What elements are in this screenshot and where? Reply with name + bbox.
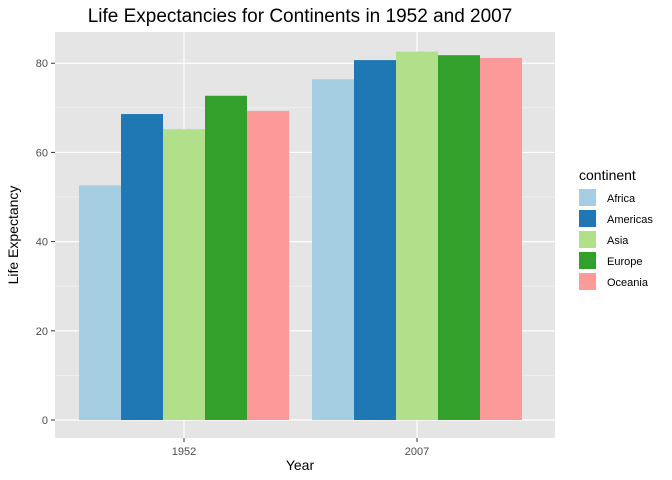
bars-group — [79, 51, 522, 421]
bar-oceania-1952 — [247, 110, 289, 420]
bar-africa-1952 — [79, 185, 121, 420]
y-tick-label: 60 — [36, 147, 48, 159]
y-axis: 0 20 40 60 80 — [36, 58, 55, 427]
legend-key-americas — [579, 210, 596, 227]
bar-americas-1952 — [121, 114, 163, 421]
bar-asia-2007 — [396, 51, 438, 421]
bar-americas-2007 — [354, 60, 396, 420]
y-axis-title: Life Expectancy — [5, 186, 21, 285]
legend-key-europe — [579, 252, 596, 269]
x-tick-label: 2007 — [405, 446, 429, 458]
legend-key-africa — [579, 189, 596, 206]
legend-items: Africa Americas Asia Europe Oceania — [579, 189, 653, 290]
legend-label-africa: Africa — [607, 193, 636, 205]
x-axis-title: Year — [286, 457, 315, 473]
chart-title: Life Expectancies for Continents in 1952… — [88, 6, 513, 27]
bar-africa-2007 — [312, 79, 354, 420]
legend-key-oceania — [579, 273, 596, 290]
legend-label-europe: Europe — [607, 256, 642, 268]
legend-title: continent — [579, 167, 636, 183]
legend-label-americas: Americas — [607, 214, 653, 226]
x-tick-label: 1952 — [172, 446, 196, 458]
y-tick-label: 40 — [36, 237, 48, 249]
y-tick-label: 80 — [36, 58, 48, 70]
legend: continent Africa Americas Asia Europe Oceani… — [579, 167, 653, 290]
y-tick-label: 0 — [42, 415, 48, 427]
bar-europe-1952 — [205, 95, 247, 420]
x-axis: 1952 2007 — [172, 438, 429, 458]
legend-label-asia: Asia — [607, 235, 629, 247]
y-tick-label: 20 — [36, 326, 48, 338]
bar-oceania-2007 — [480, 57, 522, 420]
bar-europe-2007 — [438, 55, 480, 421]
legend-key-asia — [579, 231, 596, 248]
bar-asia-1952 — [163, 129, 205, 420]
legend-label-oceania: Oceania — [607, 277, 649, 289]
